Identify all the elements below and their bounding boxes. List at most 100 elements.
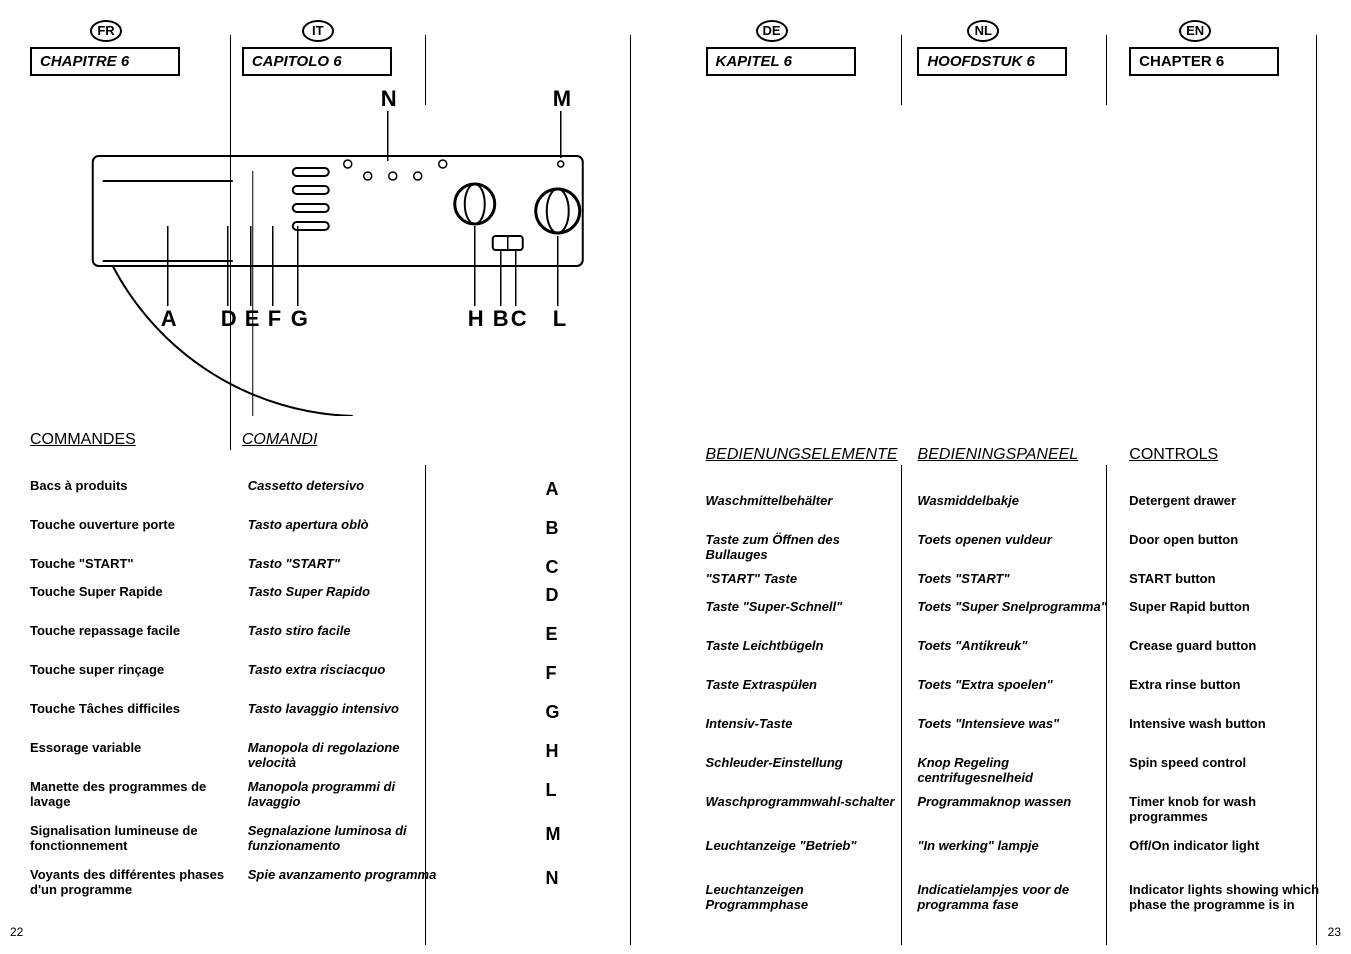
label-D: D: [221, 306, 237, 331]
chapter-de: KAPITEL 6: [706, 47, 856, 76]
left-page: FR CHAPITRE 6 IT CAPITOLO 6: [30, 20, 646, 934]
fr-D: Touche Super Rapide: [30, 585, 163, 600]
en-D: Super Rapid button: [1129, 600, 1250, 615]
label-B: B: [493, 306, 509, 331]
chapter-en: CHAPTER 6: [1129, 47, 1279, 76]
en-B: Door open button: [1129, 533, 1238, 548]
badge-de: DE: [756, 20, 788, 42]
nl-H: Knop Regeling centrifugesnelheid: [917, 756, 1109, 786]
label-E: E: [245, 306, 260, 331]
section-it: COMANDI: [242, 431, 434, 449]
fr-N: Voyants des différentes phases d'un prog…: [30, 868, 228, 898]
list-fr: Bacs à produits Touche ouverture porte T…: [30, 479, 228, 912]
chapter-nl: HOOFDSTUK 6: [917, 47, 1067, 76]
label-H: H: [468, 306, 484, 331]
badge-fr: FR: [90, 20, 122, 42]
fr-B: Touche ouverture porte: [30, 518, 175, 533]
de-B: Taste zum Öffnen des Bullauges: [706, 533, 898, 563]
it-B: Tasto apertura oblò: [248, 518, 369, 533]
label-F: F: [268, 306, 281, 331]
badge-it: IT: [302, 20, 334, 42]
control-panel-diagram: N M A D E F G H B C L: [30, 86, 646, 416]
manual-spread: FR CHAPITRE 6 IT CAPITOLO 6: [30, 20, 1321, 934]
de-N: Leuchtanzeigen Programmphase: [706, 883, 898, 913]
en-N: Indicator lights showing which phase the…: [1129, 883, 1321, 913]
nl-N: Indicatielampjes voor de programma fase: [917, 883, 1109, 913]
list-letters: A B C D E F G H L M N: [466, 479, 646, 912]
section-de: BEDIENUNGSELEMENTE: [706, 446, 898, 464]
section-nl: BEDIENINGSPANEEL: [918, 446, 1110, 464]
nl-F: Toets "Extra spoelen": [917, 678, 1052, 693]
en-G: Intensive wash button: [1129, 717, 1266, 732]
divider-2b: [425, 465, 426, 945]
nl-L: Programmaknop wassen: [917, 795, 1071, 810]
it-E: Tasto stiro facile: [248, 624, 351, 639]
it-C: Tasto "START": [248, 557, 340, 572]
label-L: L: [553, 306, 566, 331]
spacer-right: [706, 86, 1322, 431]
it-F: Tasto extra risciacquo: [248, 663, 386, 678]
en-F: Extra rinse button: [1129, 678, 1240, 693]
fr-C: Touche "START": [30, 557, 134, 572]
letter-L: L: [546, 780, 557, 801]
letter-B: B: [546, 518, 559, 539]
nl-M: "In werking" lampje: [917, 839, 1038, 854]
letter-C: C: [546, 557, 559, 578]
label-G: G: [291, 306, 308, 331]
header-row-right: DE KAPITEL 6 NL HOOFDSTUK 6 EN CHAPTER 6: [706, 20, 1322, 76]
letter-F: F: [546, 663, 557, 684]
fr-G: Touche Tâches difficiles: [30, 702, 180, 717]
list-nl: Wasmiddelbakje Toets openen vuldeur Toet…: [917, 494, 1109, 927]
col-nl-header: NL HOOFDSTUK 6: [917, 20, 1109, 76]
badge-nl: NL: [967, 20, 999, 42]
label-N: N: [381, 86, 397, 111]
letter-H: H: [546, 741, 559, 762]
nl-A: Wasmiddelbakje: [917, 494, 1019, 509]
en-C: START button: [1129, 572, 1215, 587]
letter-A: A: [546, 479, 559, 500]
en-L: Timer knob for wash programmes: [1129, 795, 1321, 825]
divider-r1b: [901, 465, 902, 945]
it-N: Spie avanzamento programma: [248, 868, 437, 883]
divider-r2b: [1106, 465, 1107, 945]
section-titles-right: BEDIENUNGSELEMENTE BEDIENINGSPANEEL CONT…: [706, 431, 1322, 484]
de-A: Waschmittelbehälter: [706, 494, 833, 509]
letter-G: G: [546, 702, 560, 723]
col-de-header: DE KAPITEL 6: [706, 20, 898, 76]
de-C: "START" Taste: [706, 572, 798, 587]
header-row-left: FR CHAPITRE 6 IT CAPITOLO 6: [30, 20, 646, 76]
fr-F: Touche super rinçage: [30, 663, 164, 678]
de-G: Intensiv-Taste: [706, 717, 793, 732]
label-M: M: [553, 86, 571, 111]
list-it: Cassetto detersivo Tasto apertura oblò T…: [248, 479, 446, 912]
fr-M: Signalisation lumineuse de fonctionnemen…: [30, 824, 228, 854]
de-F: Taste Extraspülen: [706, 678, 818, 693]
en-E: Crease guard button: [1129, 639, 1256, 654]
control-list-left: Bacs à produits Touche ouverture porte T…: [30, 479, 646, 912]
nl-G: Toets "Intensieve was": [917, 717, 1059, 732]
fr-H: Essorage variable: [30, 741, 141, 756]
right-page: DE KAPITEL 6 NL HOOFDSTUK 6 EN CHAPTER 6…: [706, 20, 1322, 934]
fr-L: Manette des programmes de lavage: [30, 780, 228, 810]
de-M: Leuchtanzeige "Betrieb": [706, 839, 857, 854]
letter-E: E: [546, 624, 558, 645]
letter-N: N: [546, 868, 559, 889]
it-M: Segnalazione luminosa di funzionamento: [248, 824, 446, 854]
list-en: Detergent drawer Door open button START …: [1129, 494, 1321, 927]
badge-en: EN: [1179, 20, 1211, 42]
section-titles-left: COMMANDES COMANDI: [30, 416, 646, 469]
fr-E: Touche repassage facile: [30, 624, 180, 639]
de-D: Taste "Super-Schnell": [706, 600, 843, 615]
de-H: Schleuder-Einstellung: [706, 756, 843, 771]
col-diagram-header: [454, 20, 646, 76]
letter-D: D: [546, 585, 559, 606]
list-de: Waschmittelbehälter Taste zum Öffnen des…: [706, 494, 898, 927]
fr-A: Bacs à produits: [30, 479, 128, 494]
letter-M: M: [546, 824, 561, 845]
chapter-fr: CHAPITRE 6: [30, 47, 180, 76]
page-num-right: 23: [1328, 925, 1341, 939]
it-L: Manopola programmi di lavaggio: [248, 780, 446, 810]
nl-D: Toets "Super Snelprogramma": [917, 600, 1107, 615]
nl-B: Toets openen vuldeur: [917, 533, 1052, 548]
section-en: CONTROLS: [1129, 446, 1321, 464]
